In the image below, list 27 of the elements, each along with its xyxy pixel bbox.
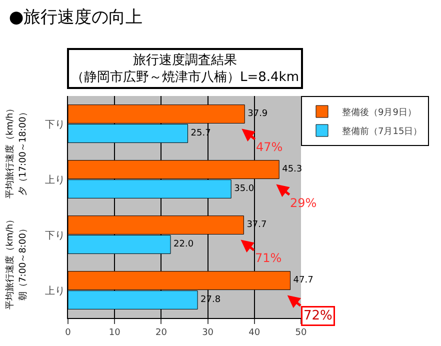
x-tick-label: 10 xyxy=(108,328,121,338)
y-tick-label: 下り xyxy=(45,230,65,242)
text: 平均旅行速度（km/h） xyxy=(4,104,16,198)
x-tick-label: 40 xyxy=(248,328,260,338)
data-label: 47.7 xyxy=(293,276,314,286)
y-tick-label: 上り xyxy=(45,174,65,186)
x-tick-label: 50 xyxy=(295,328,307,338)
y-tick-label: 上り xyxy=(45,284,65,297)
annotation: 71% xyxy=(255,251,282,265)
chart-title: ●旅行速度の向上 xyxy=(8,7,143,28)
chart-subtitle: 旅行速度調査結果 xyxy=(133,52,238,68)
annotation: 47% xyxy=(256,140,283,154)
x-tick-label: 20 xyxy=(155,328,168,338)
text: 72% xyxy=(304,308,332,324)
text: （静岡市広野～焼津市八楠）L=8.4km xyxy=(71,68,300,85)
legend-label: 整備前（7月15日） xyxy=(342,126,422,138)
data-label: 35.0 xyxy=(234,184,254,194)
text: 朝（7:00～8:00） xyxy=(18,224,28,300)
data-label: 22.0 xyxy=(174,239,194,250)
text: 平均旅行速度（km/h） xyxy=(4,214,16,310)
annotation: 29% xyxy=(290,196,317,210)
x-tick-label: 30 xyxy=(202,328,214,338)
legend-label: 整備後（9月9日） xyxy=(342,107,416,118)
data-label: 45.3 xyxy=(282,164,302,175)
x-tick-label: 0 xyxy=(65,328,72,338)
y-tick-label: 下り xyxy=(45,119,65,130)
text: 夕（17:00～18:00） xyxy=(18,108,28,196)
